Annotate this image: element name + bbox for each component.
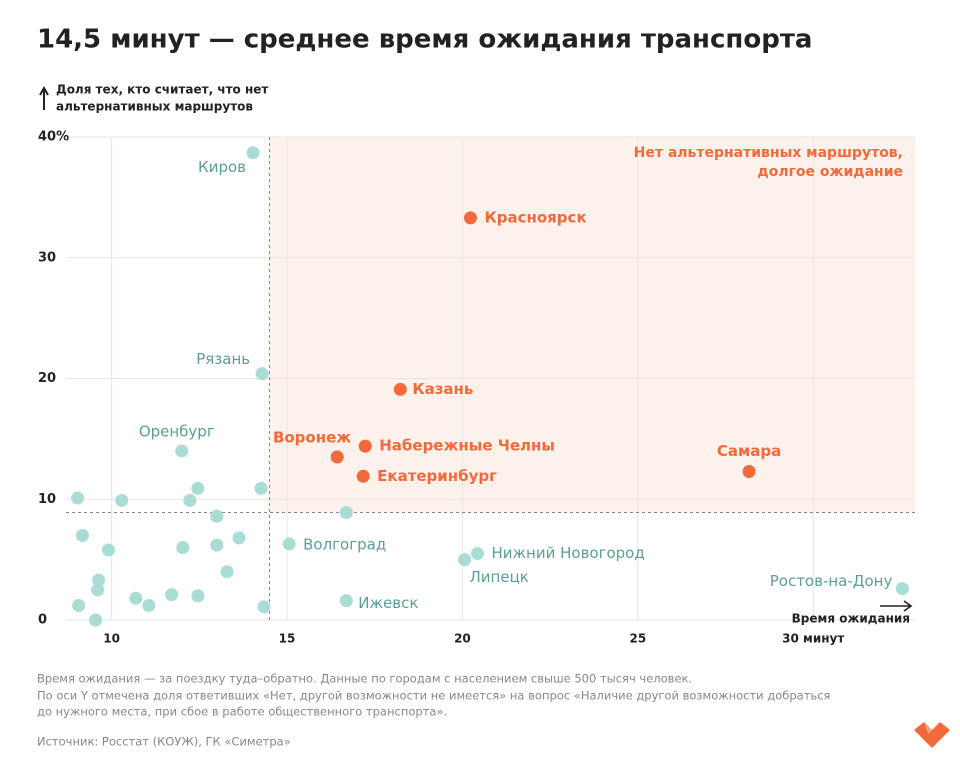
x-tick-label: 30 минут bbox=[782, 632, 844, 646]
point-label: Воронеж bbox=[273, 428, 351, 446]
y-axis-label: альтернативных маршрутов bbox=[56, 100, 253, 114]
x-arrow bbox=[880, 600, 913, 612]
highlight-region bbox=[269, 137, 915, 513]
point-label: Оренбург bbox=[139, 422, 215, 440]
point bbox=[895, 582, 909, 596]
x-tick-label: 20 bbox=[454, 632, 471, 646]
y-arrow bbox=[39, 85, 49, 110]
y-tick-label: 10 bbox=[38, 492, 56, 507]
point bbox=[101, 543, 115, 557]
point-label: Самара bbox=[717, 442, 781, 460]
point-label: Казань bbox=[412, 380, 473, 398]
annotation: долгое ожидание bbox=[757, 164, 903, 180]
point bbox=[393, 382, 407, 396]
point bbox=[191, 589, 205, 603]
point bbox=[165, 588, 179, 602]
note: до нужного места, при сбое в работе обще… bbox=[37, 705, 447, 719]
point bbox=[176, 541, 190, 555]
source: Источник: Росстат (КОУЖ), ГК «Симетра» bbox=[37, 735, 291, 749]
chart-title: 14,5 минут — среднее время ожидания тран… bbox=[37, 25, 812, 55]
y-tick-label: 30 bbox=[38, 250, 56, 265]
point bbox=[183, 493, 197, 507]
note: Время ожидания — за поездку туда–обратно… bbox=[37, 672, 692, 686]
point bbox=[330, 450, 344, 464]
x-tick-label: 15 bbox=[279, 632, 296, 646]
point bbox=[464, 211, 478, 225]
point bbox=[175, 444, 189, 458]
y-tick-label: 40% bbox=[38, 130, 69, 145]
point-label: Липецк bbox=[470, 568, 529, 586]
point bbox=[255, 367, 269, 381]
x-tick-label: 10 bbox=[103, 632, 120, 646]
x-tick-label: 25 bbox=[629, 632, 646, 646]
note: По оси Y отмечена доля ответивших «Нет, … bbox=[37, 689, 830, 703]
point bbox=[210, 538, 224, 552]
point-label: Екатеринбург bbox=[377, 467, 497, 485]
point-label: Ижевск bbox=[358, 594, 418, 612]
point bbox=[257, 600, 271, 614]
point bbox=[72, 599, 86, 613]
point bbox=[358, 439, 372, 453]
point bbox=[71, 491, 85, 505]
point-label: Рязань bbox=[196, 350, 250, 368]
y-axis-label: Доля тех, кто считает, что нет bbox=[56, 83, 268, 97]
point bbox=[254, 481, 268, 495]
point bbox=[220, 565, 234, 579]
point bbox=[232, 531, 246, 545]
point-label: Нижний Новогород bbox=[492, 544, 645, 562]
y-tick-label: 20 bbox=[38, 371, 56, 386]
point-label: Ростов-на-Дону bbox=[770, 572, 893, 590]
point bbox=[88, 613, 102, 627]
point-label: Волгоград bbox=[303, 535, 386, 553]
point bbox=[142, 599, 156, 613]
annotation: Нет альтернативных маршрутов, bbox=[634, 145, 903, 161]
point bbox=[115, 493, 129, 507]
point bbox=[339, 506, 353, 520]
logo bbox=[914, 722, 950, 748]
point bbox=[91, 583, 105, 597]
point bbox=[75, 528, 89, 542]
point-label: Набережные Челны bbox=[379, 437, 555, 455]
point bbox=[471, 547, 485, 561]
point bbox=[356, 469, 370, 483]
point-label: Красноярск bbox=[485, 208, 587, 226]
point bbox=[210, 509, 224, 523]
point bbox=[458, 553, 472, 567]
x-axis-label: Время ожидания bbox=[792, 612, 910, 626]
point bbox=[129, 591, 143, 605]
point-label: Киров bbox=[198, 158, 246, 176]
point bbox=[282, 537, 296, 551]
point bbox=[246, 146, 260, 160]
point bbox=[92, 573, 106, 587]
point bbox=[339, 594, 353, 608]
y-tick-label: 0 bbox=[38, 613, 47, 628]
point bbox=[191, 481, 205, 495]
point bbox=[742, 464, 756, 478]
